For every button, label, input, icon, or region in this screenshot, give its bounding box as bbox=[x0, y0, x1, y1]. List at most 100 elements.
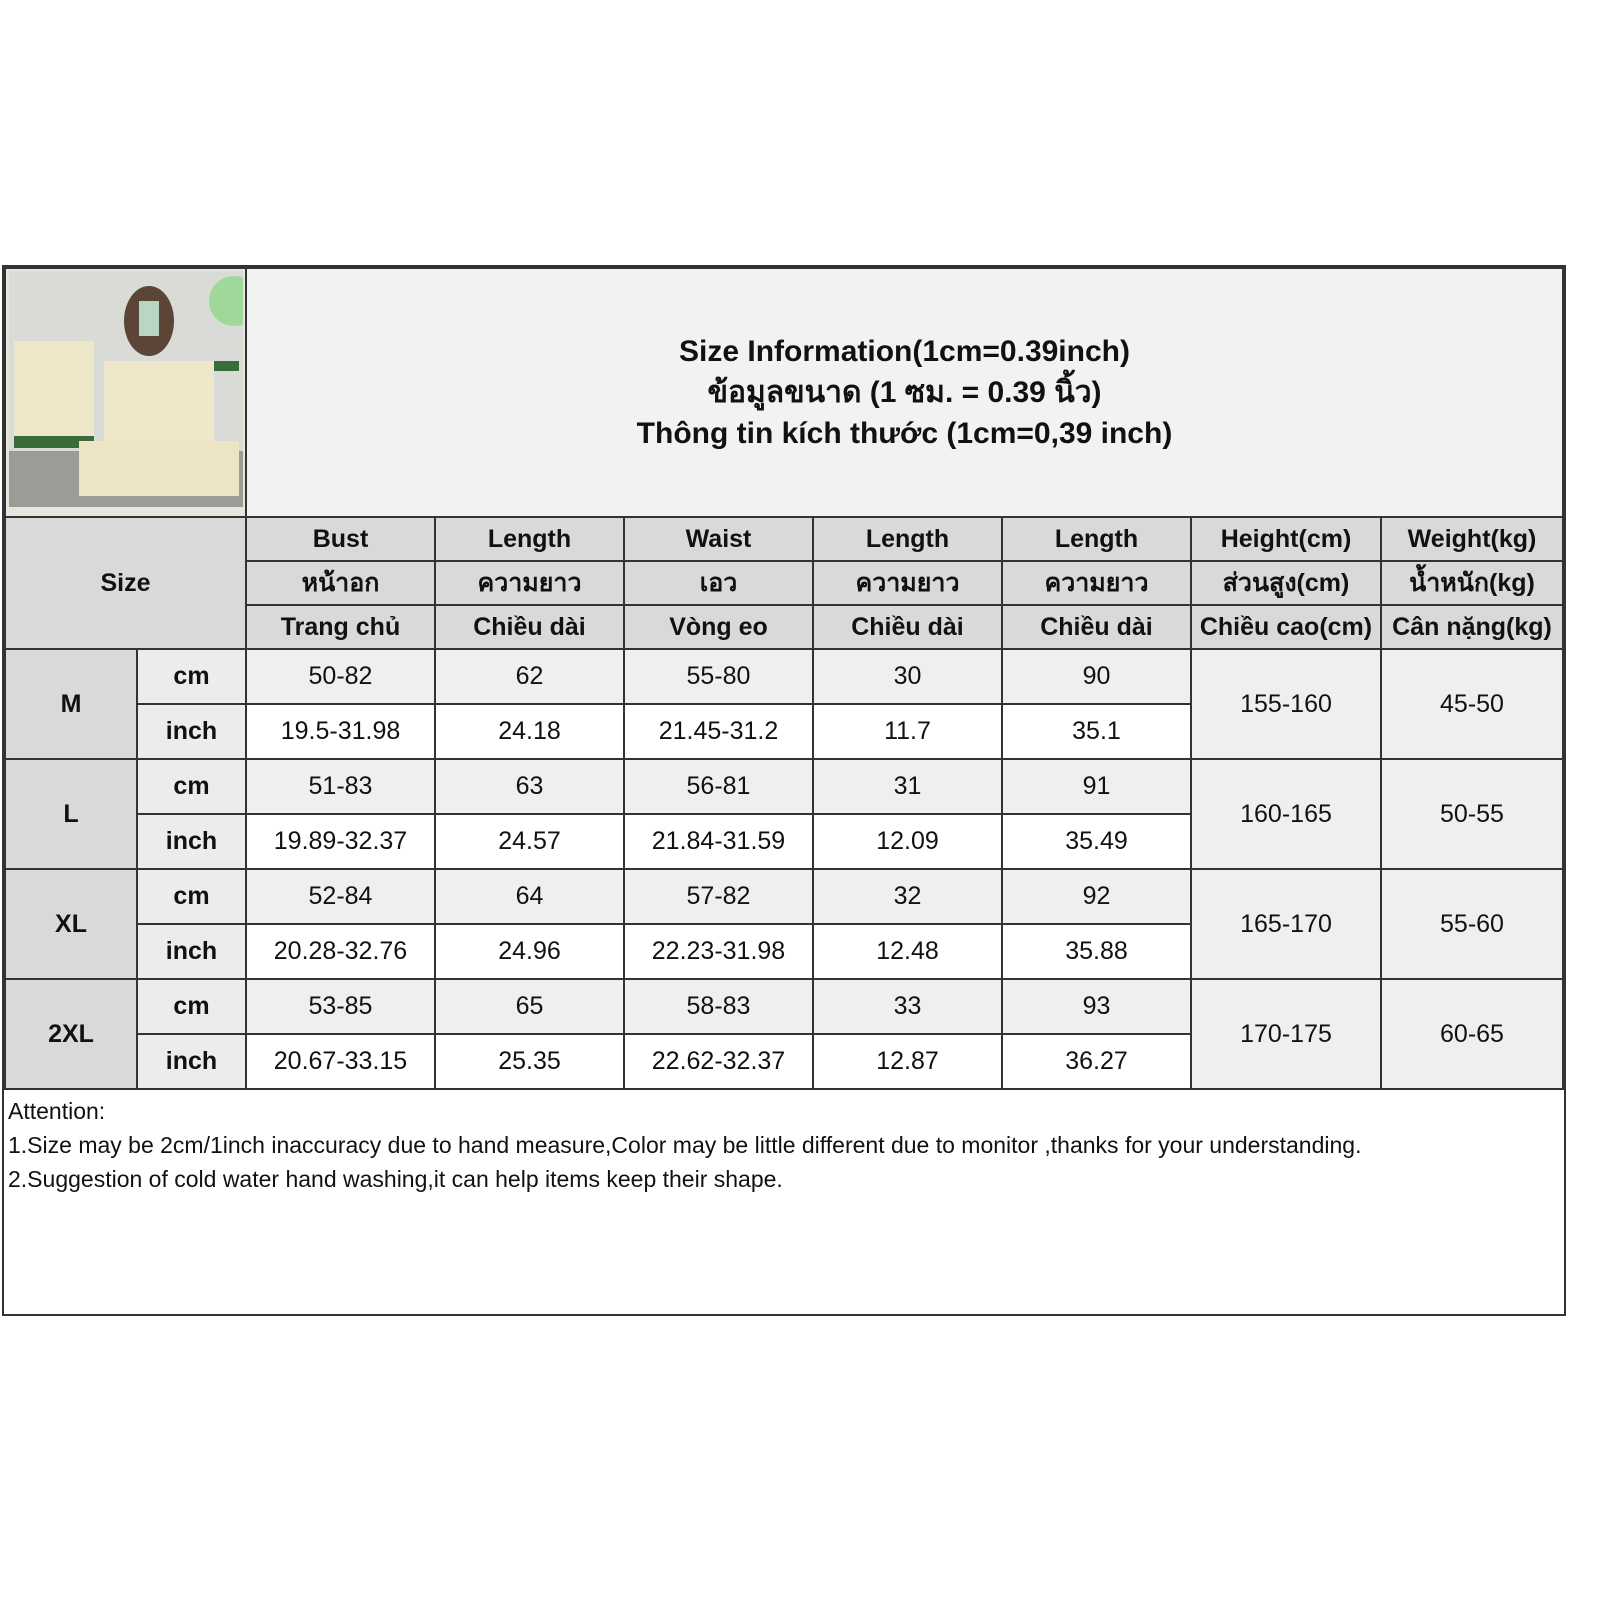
title-english: Size Information(1cm=0.39inch) bbox=[679, 335, 1130, 368]
column-header-th: ส่วนสูง(cm) bbox=[1190, 560, 1382, 606]
unit-label: inch bbox=[136, 1033, 247, 1090]
unit-label: cm bbox=[136, 978, 247, 1035]
cm-value: 51-83 bbox=[245, 758, 436, 815]
weight-value: 60-65 bbox=[1380, 978, 1564, 1090]
column-header-vi: Chiều dài bbox=[434, 604, 625, 650]
unit-label: cm bbox=[136, 868, 247, 925]
column-header-th: ความยาว bbox=[1001, 560, 1192, 606]
inch-value: 25.35 bbox=[434, 1033, 625, 1090]
cm-value: 92 bbox=[1001, 868, 1192, 925]
cm-value: 62 bbox=[434, 648, 625, 705]
unit-label: cm bbox=[136, 648, 247, 705]
table-row: inch 20.67-33.15 25.35 22.62-32.37 12.87 36.2… bbox=[5, 1033, 1563, 1090]
inch-value: 12.48 bbox=[812, 923, 1003, 980]
column-header-vi: Vòng eo bbox=[623, 604, 814, 650]
note-1: 1.Size may be 2cm/1inch inaccuracy due t… bbox=[8, 1132, 1362, 1158]
table-row: inch 20.28-32.76 24.96 22.23-31.98 12.48 35.8… bbox=[5, 923, 1563, 980]
inch-value: 35.1 bbox=[1001, 703, 1192, 760]
cm-value: 32 bbox=[812, 868, 1003, 925]
cm-value: 58-83 bbox=[623, 978, 814, 1035]
size-header: Size bbox=[4, 516, 247, 650]
inch-value: 22.62-32.37 bbox=[623, 1033, 814, 1090]
cm-value: 30 bbox=[812, 648, 1003, 705]
size-label: 2XL bbox=[4, 978, 138, 1090]
size-chart: Size Information(1cm=0.39inch) ข้อมูลขนา… bbox=[2, 265, 1566, 1316]
unit-label: cm bbox=[136, 758, 247, 815]
cm-value: 65 bbox=[434, 978, 625, 1035]
inch-value: 19.5-31.98 bbox=[245, 703, 436, 760]
height-value: 165-170 bbox=[1190, 868, 1382, 980]
unit-label: inch bbox=[136, 923, 247, 980]
inch-value: 36.27 bbox=[1001, 1033, 1192, 1090]
size-info-title: Size Information(1cm=0.39inch) ข้อมูลขนา… bbox=[245, 267, 1564, 518]
weight-value: 45-50 bbox=[1380, 648, 1564, 760]
cm-value: 33 bbox=[812, 978, 1003, 1035]
column-header-vi: Chiều dài bbox=[1001, 604, 1192, 650]
cm-value: 91 bbox=[1001, 758, 1192, 815]
cm-value: 53-85 bbox=[245, 978, 436, 1035]
table-row: XL cm 52-84 64 57-82 32 92 165-170 55-60 bbox=[4, 868, 1564, 980]
column-header-en: Weight(kg) bbox=[1380, 516, 1564, 562]
inch-value: 20.28-32.76 bbox=[245, 923, 436, 980]
cm-value: 50-82 bbox=[245, 648, 436, 705]
column-header-vi: Chiều dài bbox=[812, 604, 1003, 650]
column-header-en: Bust bbox=[245, 516, 436, 562]
inch-value: 24.57 bbox=[434, 813, 625, 870]
size-label: M bbox=[4, 648, 138, 760]
cm-value: 57-82 bbox=[623, 868, 814, 925]
cm-value: 93 bbox=[1001, 978, 1192, 1035]
note-2: 2.Suggestion of cold water hand washing,… bbox=[8, 1166, 783, 1192]
pajama-model-image bbox=[8, 271, 244, 507]
weight-value: 55-60 bbox=[1380, 868, 1564, 980]
inch-value: 21.45-31.2 bbox=[623, 703, 814, 760]
inch-value: 21.84-31.59 bbox=[623, 813, 814, 870]
column-header-vi: Trang chủ bbox=[245, 604, 436, 650]
column-header-th: น้ำหนัก(kg) bbox=[1380, 560, 1564, 606]
size-label: L bbox=[4, 758, 138, 870]
inch-value: 22.23-31.98 bbox=[623, 923, 814, 980]
inch-value: 12.87 bbox=[812, 1033, 1003, 1090]
inch-value: 35.88 bbox=[1001, 923, 1192, 980]
unit-label: inch bbox=[136, 703, 247, 760]
notes-heading: Attention: bbox=[8, 1098, 106, 1124]
inch-value: 20.67-33.15 bbox=[245, 1033, 436, 1090]
inch-value: 24.18 bbox=[434, 703, 625, 760]
height-value: 155-160 bbox=[1190, 648, 1382, 760]
column-header-en: Waist bbox=[623, 516, 814, 562]
cm-value: 90 bbox=[1001, 648, 1192, 705]
table-row: inch 19.5-31.98 24.18 21.45-31.2 11.7 35.1 bbox=[5, 703, 1563, 760]
column-header-th: เอว bbox=[623, 560, 814, 606]
column-header-en: Height(cm) bbox=[1190, 516, 1382, 562]
table-row: 2XL cm 53-85 65 58-83 33 93 170-175 60-65 bbox=[4, 978, 1564, 1090]
column-header-en: Length bbox=[434, 516, 625, 562]
cm-value: 56-81 bbox=[623, 758, 814, 815]
inch-value: 12.09 bbox=[812, 813, 1003, 870]
height-value: 170-175 bbox=[1190, 978, 1382, 1090]
cm-value: 64 bbox=[434, 868, 625, 925]
column-header-en: Length bbox=[812, 516, 1003, 562]
cm-value: 55-80 bbox=[623, 648, 814, 705]
inch-value: 11.7 bbox=[812, 703, 1003, 760]
inch-value: 19.89-32.37 bbox=[245, 813, 436, 870]
inch-value: 35.49 bbox=[1001, 813, 1192, 870]
column-header-th: หน้าอก bbox=[245, 560, 436, 606]
cm-value: 63 bbox=[434, 758, 625, 815]
product-photo bbox=[4, 267, 247, 518]
cm-value: 31 bbox=[812, 758, 1003, 815]
table-row: inch 19.89-32.37 24.57 21.84-31.59 12.09 35.4… bbox=[5, 813, 1563, 870]
size-label: XL bbox=[4, 868, 138, 980]
weight-value: 50-55 bbox=[1380, 758, 1564, 870]
unit-label: inch bbox=[136, 813, 247, 870]
title-thai: ข้อมูลขนาด (1 ซม. = 0.39 นิ้ว) bbox=[707, 376, 1102, 409]
column-header-th: ความยาว bbox=[812, 560, 1003, 606]
column-header-vi: Chiều cao(cm) bbox=[1190, 604, 1382, 650]
inch-value: 24.96 bbox=[434, 923, 625, 980]
height-value: 160-165 bbox=[1190, 758, 1382, 870]
notes: Attention: 1.Size may be 2cm/1inch inacc… bbox=[4, 1090, 1564, 1314]
title-vietnamese: Thông tin kích thước (1cm=0,39 inch) bbox=[636, 417, 1173, 450]
column-header-th: ความยาว bbox=[434, 560, 625, 606]
cm-value: 52-84 bbox=[245, 868, 436, 925]
column-header-en: Length bbox=[1001, 516, 1192, 562]
